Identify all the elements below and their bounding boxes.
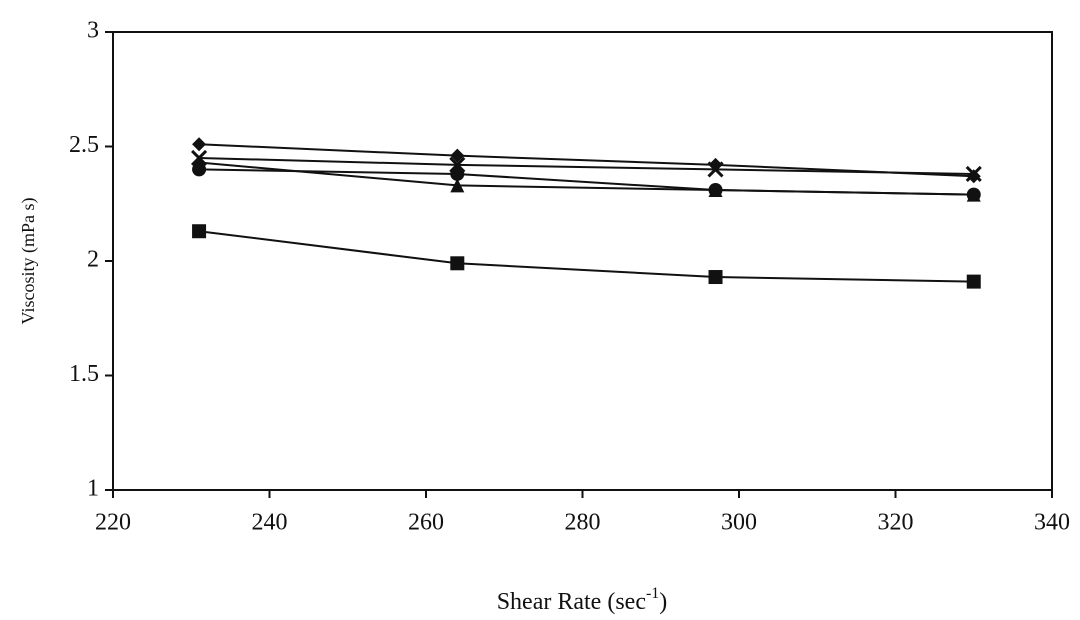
y-tick-label: 2.5 — [69, 132, 99, 158]
x-tick-label: 260 — [408, 510, 444, 536]
marker — [709, 270, 723, 284]
marker — [709, 183, 723, 197]
marker — [450, 256, 464, 270]
y-tick-label: 3 — [87, 18, 99, 44]
x-tick-label: 300 — [721, 510, 757, 536]
marker — [192, 162, 206, 176]
x-label-text: ) — [659, 589, 667, 615]
y-tick-label: 1 — [87, 476, 99, 502]
series-line — [199, 231, 974, 281]
x-label-superscript: -1 — [646, 585, 659, 602]
marker — [450, 167, 464, 181]
x-tick-label: 280 — [565, 510, 601, 536]
chart: Viscosity (mPa s) Shear Rate (sec-1) 1 1.… — [0, 0, 1080, 620]
plot-frame — [113, 32, 1052, 490]
x-label-text: Shear Rate (sec — [497, 589, 646, 615]
x-axis-label: Shear Rate (sec-1) — [497, 585, 668, 614]
y-tick-label: 2 — [87, 247, 99, 273]
y-tick-label: 1.5 — [69, 361, 99, 387]
x-tick-label: 320 — [878, 510, 914, 536]
marker — [192, 224, 206, 238]
marker — [192, 137, 206, 151]
x-tick-label: 220 — [95, 510, 131, 536]
x-tick-label: 340 — [1034, 510, 1070, 536]
marker — [967, 169, 981, 183]
y-axis-label: Viscosity (mPa s) — [18, 198, 39, 325]
marker — [967, 188, 981, 202]
x-tick-label: 240 — [252, 510, 288, 536]
marker — [967, 275, 981, 289]
